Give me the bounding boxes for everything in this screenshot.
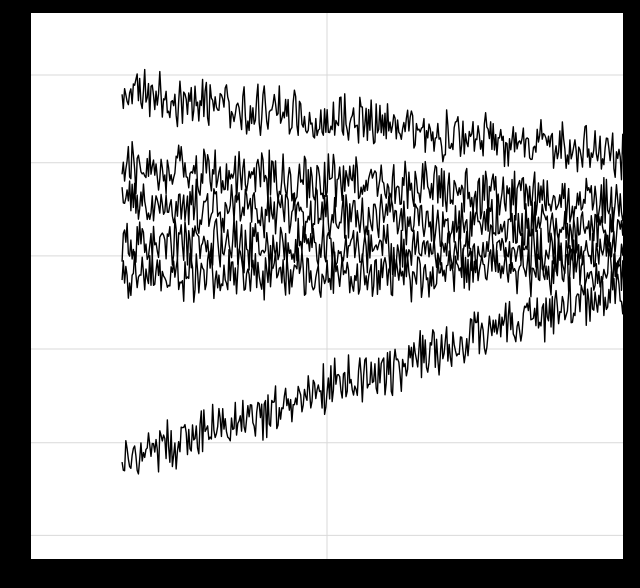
noisy-line-chart (0, 0, 640, 588)
chart-svg (0, 0, 640, 588)
